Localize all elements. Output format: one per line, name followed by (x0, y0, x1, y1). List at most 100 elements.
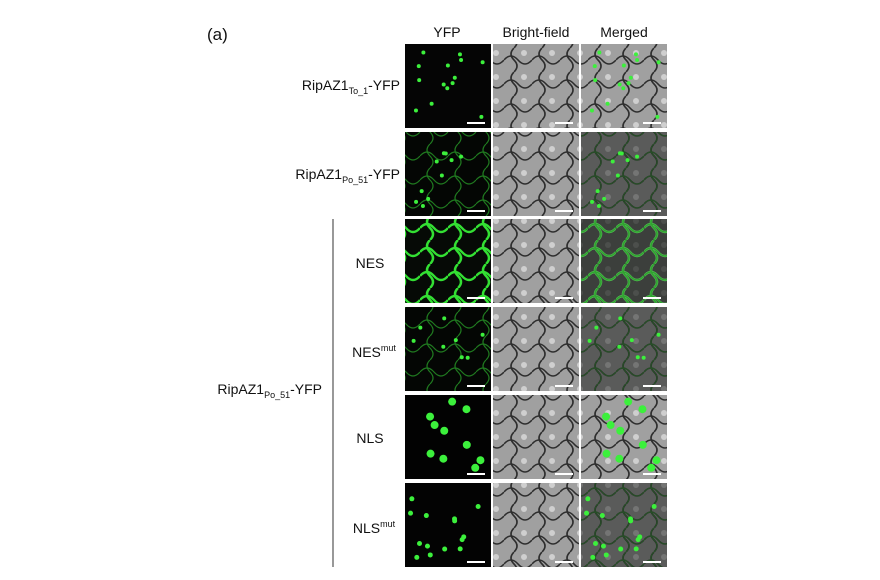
nucleus (603, 552, 609, 558)
micrograph (405, 132, 491, 216)
micrograph (493, 132, 579, 216)
nucleus (417, 541, 423, 547)
nucleus (618, 546, 624, 552)
nucleus (587, 338, 592, 343)
nucleus (626, 81, 631, 86)
nucleus (462, 405, 471, 414)
nucleus (619, 151, 624, 156)
nucleus (656, 332, 661, 337)
nucleus (635, 154, 640, 159)
micrograph (493, 483, 579, 567)
overlay (581, 307, 667, 391)
nucleus (590, 554, 596, 560)
nucleus (439, 173, 444, 178)
nucleus (434, 159, 439, 164)
nucleus (449, 158, 454, 163)
nucleus (633, 52, 638, 57)
nucleus (625, 158, 630, 163)
nucleus (621, 86, 626, 91)
nucleus (599, 513, 605, 519)
nucleus (453, 338, 458, 343)
nucleus (426, 449, 435, 458)
nucleus (448, 397, 457, 406)
nucleus (605, 101, 610, 106)
nucleus (413, 108, 418, 113)
row-label: RipAZ1To_1-YFP (301, 77, 400, 96)
nucleus (424, 543, 430, 549)
micrograph (405, 44, 491, 128)
nucleus (414, 554, 420, 560)
overlay (581, 132, 667, 216)
nucleus (445, 86, 450, 91)
nucleus (418, 325, 423, 330)
nucleus (426, 412, 435, 421)
nucleus (450, 81, 455, 86)
nucleus (606, 421, 615, 430)
nucleus (480, 60, 485, 65)
nucleus (479, 114, 484, 119)
nucleus (597, 50, 602, 55)
nucleus (440, 426, 449, 435)
nucleus (596, 203, 601, 208)
nucleus (459, 58, 464, 63)
nucleus (621, 63, 626, 68)
nucleus (441, 344, 446, 349)
nucleus (656, 60, 661, 65)
nucleus (600, 543, 606, 549)
nucleus (615, 173, 620, 178)
nucleus (459, 154, 464, 159)
nucleus (635, 58, 640, 63)
nucleus (584, 510, 590, 516)
nucleus (629, 338, 634, 343)
nucleus (638, 440, 647, 449)
nucleus (655, 114, 660, 119)
nucleus (590, 199, 595, 204)
nucleus (475, 504, 481, 510)
nucleus (476, 456, 485, 465)
nucleus (452, 518, 458, 524)
nucleus (457, 546, 463, 552)
nucleus (471, 463, 480, 472)
nucleus (419, 189, 424, 194)
row-label: RipAZ1Po_51-YFP (295, 166, 400, 185)
micrograph (493, 307, 579, 391)
row-label: NESmut (352, 343, 396, 360)
nucleus (615, 454, 624, 463)
nucleus (592, 64, 597, 69)
nucleus (429, 101, 434, 106)
nucleus (617, 344, 622, 349)
nucleus (585, 496, 591, 502)
nucleus (426, 196, 431, 201)
micrograph (493, 44, 579, 128)
column-header: YFP (433, 24, 461, 40)
nucleus (641, 355, 646, 360)
nucleus (593, 541, 599, 547)
nucleus (602, 412, 611, 421)
nucleus (459, 355, 464, 360)
nucleus (628, 518, 634, 524)
micrograph (493, 395, 579, 479)
nucleus (452, 75, 457, 80)
overlay (581, 219, 667, 303)
micrograph (581, 44, 667, 128)
row-label: NLSmut (352, 519, 396, 536)
micrograph (405, 219, 491, 303)
micrograph (493, 219, 579, 303)
nucleus (602, 196, 607, 201)
nucleus (411, 338, 416, 343)
nucleus (638, 405, 647, 414)
nucleus (589, 108, 594, 113)
nucleus (439, 454, 448, 463)
group-label: RipAZ1Po_51-YFP (217, 381, 322, 400)
nucleus (443, 151, 448, 156)
nucleus (652, 456, 661, 465)
nucleus (441, 82, 446, 87)
panel-label: (a) (207, 25, 228, 44)
nucleus (633, 546, 639, 552)
nucleus (602, 449, 611, 458)
column-header: Merged (600, 24, 648, 40)
nucleus (421, 50, 426, 55)
nucleus (618, 316, 623, 321)
